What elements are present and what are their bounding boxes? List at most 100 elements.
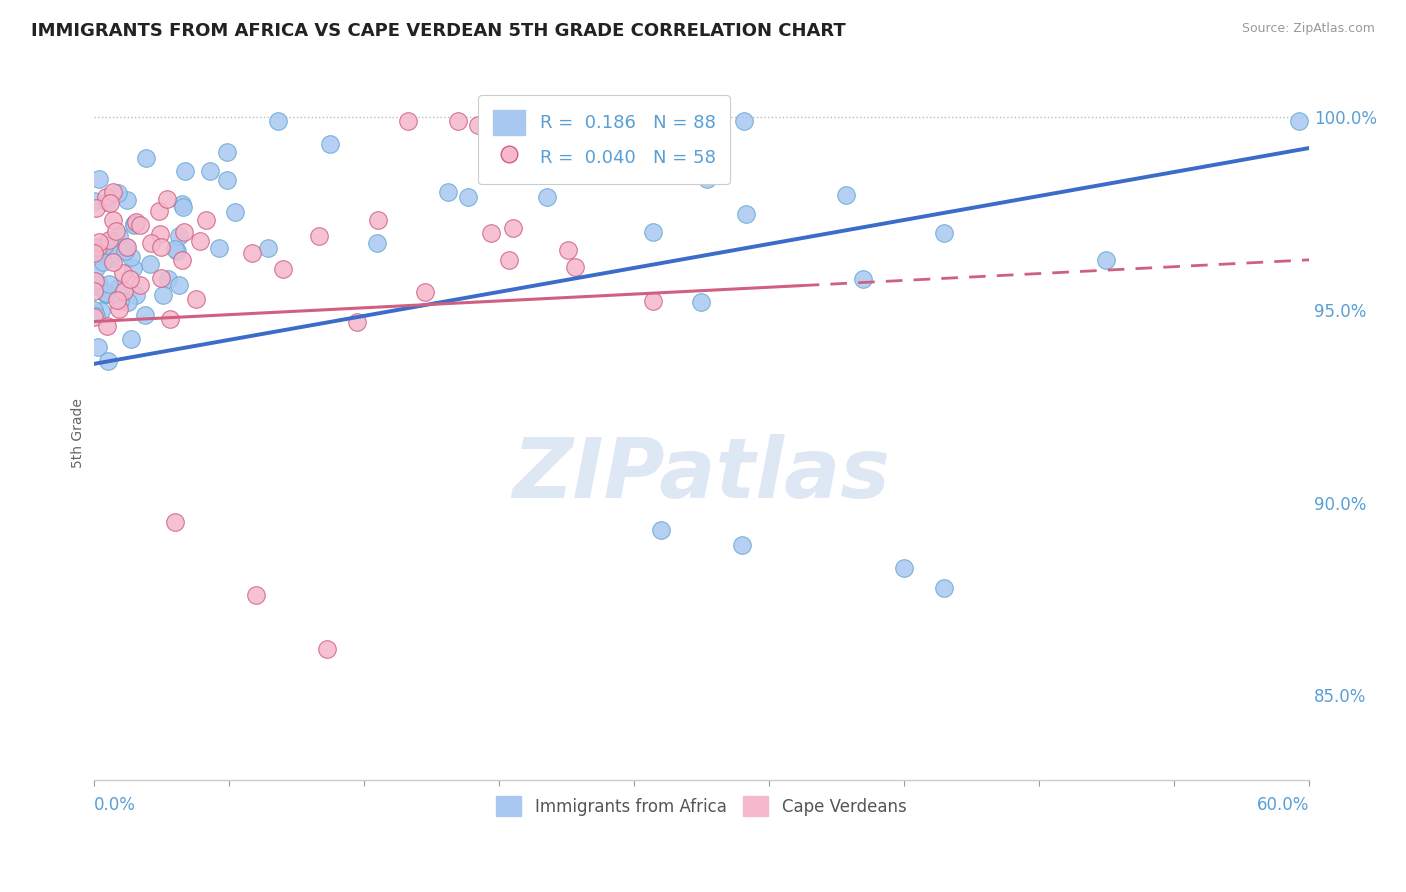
Point <box>117 295 139 310</box>
Point <box>184 293 207 307</box>
Point <box>83 310 105 325</box>
Point <box>120 333 142 347</box>
Point <box>112 266 135 280</box>
Point <box>366 235 388 250</box>
Point <box>94 238 117 252</box>
Point <box>98 277 121 292</box>
Point <box>83 194 105 208</box>
Point <box>118 271 141 285</box>
Point <box>94 287 117 301</box>
Point <box>346 315 368 329</box>
Point <box>217 173 239 187</box>
Point <box>83 284 105 298</box>
Point <box>148 203 170 218</box>
Point <box>173 226 195 240</box>
Point <box>696 172 718 186</box>
Point <box>367 213 389 227</box>
Point <box>128 277 150 292</box>
Point <box>647 145 669 159</box>
Point <box>271 262 294 277</box>
Point <box>84 274 107 288</box>
Point <box>447 114 470 128</box>
Point <box>529 114 551 128</box>
Point <box>149 227 172 242</box>
Point <box>852 272 875 286</box>
Point <box>114 244 136 258</box>
Point <box>87 277 110 291</box>
Point <box>87 172 110 186</box>
Point <box>129 218 152 232</box>
Legend: Immigrants from Africa, Cape Verdeans: Immigrants from Africa, Cape Verdeans <box>488 789 915 824</box>
Point <box>135 151 157 165</box>
Point <box>267 114 290 128</box>
Point <box>125 215 148 229</box>
Text: IMMIGRANTS FROM AFRICA VS CAPE VERDEAN 5TH GRADE CORRELATION CHART: IMMIGRANTS FROM AFRICA VS CAPE VERDEAN 5… <box>31 22 845 40</box>
Point <box>117 240 139 254</box>
Point <box>893 561 915 575</box>
Point <box>479 226 502 240</box>
Point <box>651 157 673 171</box>
Point <box>84 310 107 324</box>
Point <box>696 141 718 155</box>
Point <box>437 186 460 200</box>
Point <box>84 201 107 215</box>
Point <box>731 538 754 552</box>
Point <box>100 246 122 260</box>
Point <box>167 228 190 243</box>
Point <box>172 200 194 214</box>
Point <box>87 240 110 254</box>
Point <box>96 318 118 333</box>
Point <box>217 145 239 160</box>
Point <box>115 240 138 254</box>
Point <box>156 272 179 286</box>
Point <box>103 254 125 268</box>
Point <box>934 581 956 595</box>
Point <box>97 233 120 247</box>
Point <box>643 225 665 239</box>
Point <box>101 213 124 227</box>
Point <box>1288 114 1310 128</box>
Point <box>97 353 120 368</box>
Point <box>94 190 117 204</box>
Point <box>108 228 131 243</box>
Point <box>502 221 524 235</box>
Point <box>319 136 342 151</box>
Point <box>107 301 129 316</box>
Point <box>242 245 264 260</box>
Point <box>1095 252 1118 267</box>
Point <box>169 277 191 292</box>
Point <box>112 284 135 298</box>
Point <box>83 246 105 260</box>
Point <box>170 196 193 211</box>
Point <box>100 251 122 265</box>
Point <box>134 308 156 322</box>
Point <box>643 294 665 309</box>
Point <box>245 588 267 602</box>
Point <box>557 243 579 257</box>
Point <box>149 240 172 254</box>
Point <box>125 288 148 302</box>
Text: 60.0%: 60.0% <box>1257 796 1309 814</box>
Point <box>139 257 162 271</box>
Point <box>733 114 755 128</box>
Point <box>83 302 105 317</box>
Point <box>156 192 179 206</box>
Point <box>257 241 280 255</box>
Point <box>188 235 211 249</box>
Point <box>689 127 711 141</box>
Point <box>457 190 479 204</box>
Point <box>498 252 520 267</box>
Point <box>834 187 856 202</box>
Point <box>96 286 118 301</box>
Point <box>194 213 217 227</box>
Point <box>564 260 586 274</box>
Point <box>170 253 193 268</box>
Point <box>90 304 112 318</box>
Point <box>934 226 956 240</box>
Point <box>690 295 713 310</box>
Point <box>617 159 640 173</box>
Point <box>96 194 118 209</box>
Point <box>198 163 221 178</box>
Point <box>87 235 110 250</box>
Point <box>141 235 163 250</box>
